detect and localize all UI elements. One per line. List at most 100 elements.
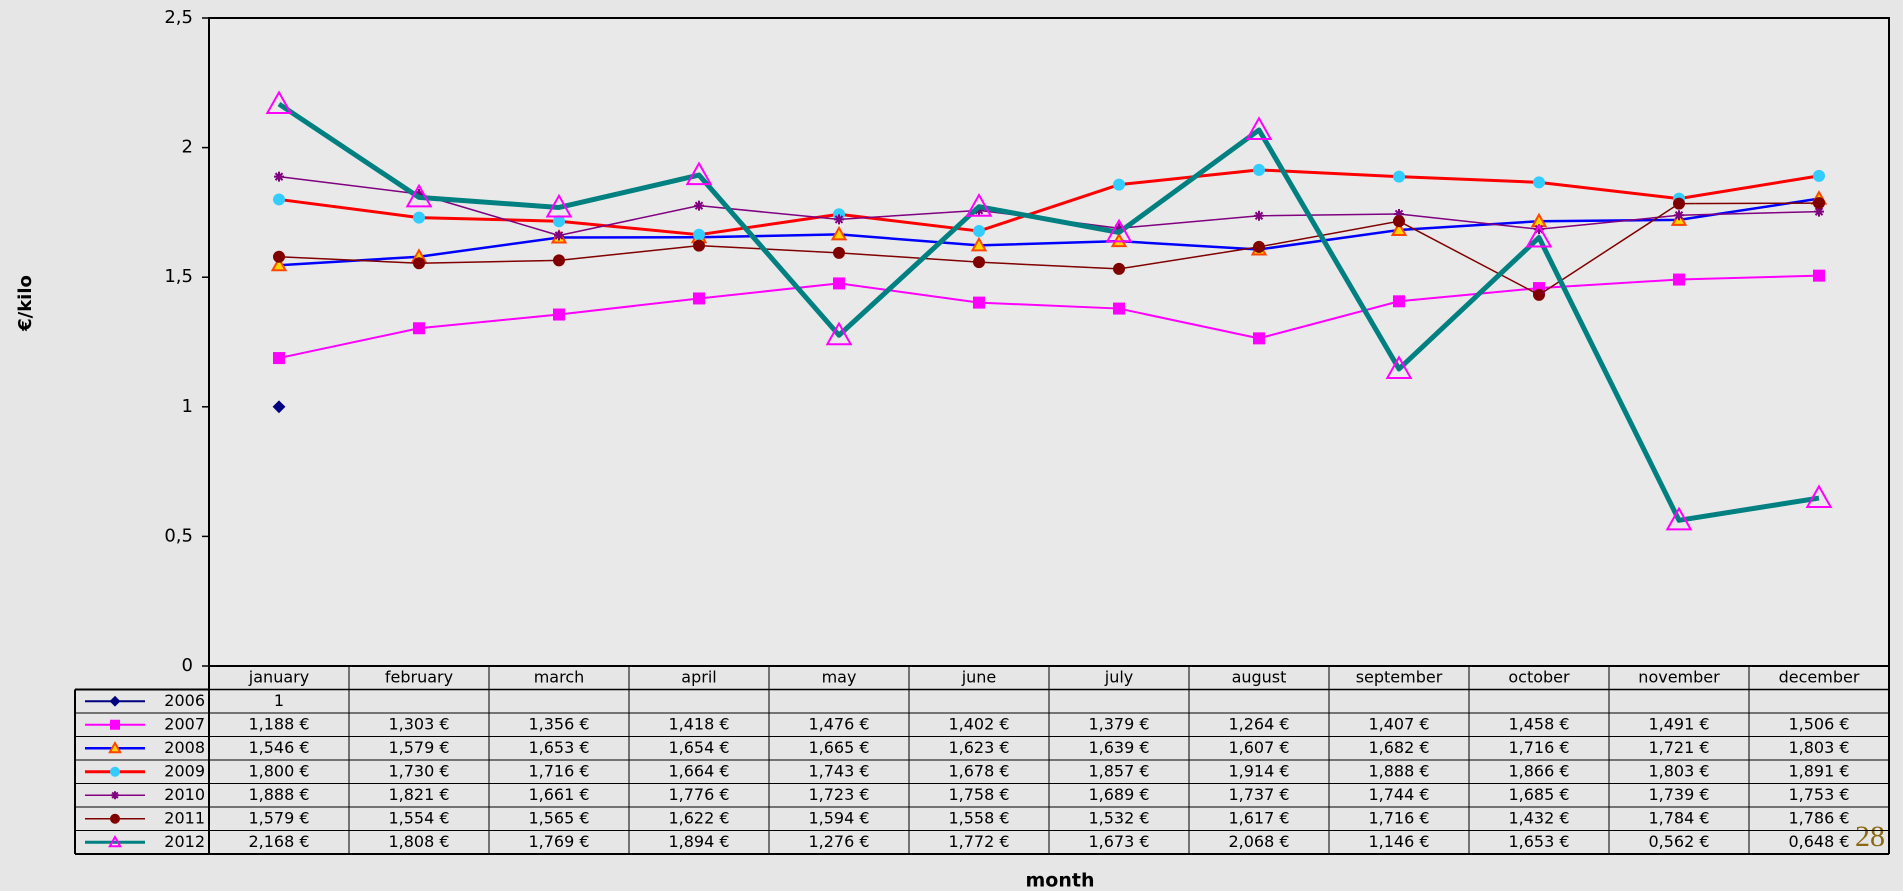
data-point — [272, 400, 286, 414]
data-label: 1,546 € — [248, 738, 309, 757]
data-point — [273, 250, 285, 263]
data-label: 1,716 € — [1508, 738, 1569, 757]
data-point — [1394, 208, 1404, 219]
data-label: 1,458 € — [1508, 714, 1569, 733]
y-axis-label: €/kilo — [15, 275, 36, 332]
data-label: 1,723 € — [808, 785, 869, 804]
data-point — [270, 256, 288, 272]
y-tick-label: 1 — [182, 396, 193, 417]
data-point — [1393, 215, 1405, 228]
data-label: 1,579 € — [388, 738, 449, 757]
data-point — [1813, 197, 1825, 210]
data-point — [273, 352, 285, 365]
legend-label: 2008 — [164, 738, 205, 757]
data-point — [1253, 240, 1265, 253]
data-point — [1393, 170, 1405, 183]
data-label: 1,607 € — [1228, 738, 1289, 757]
legend-label: 2007 — [164, 714, 205, 733]
page-number: 28 — [1855, 820, 1885, 853]
data-label: 1,678 € — [948, 761, 1009, 780]
legend-marker — [110, 766, 120, 777]
data-point — [1105, 218, 1133, 243]
legend-marker — [108, 835, 122, 848]
x-tick-label: april — [681, 667, 716, 686]
y-tick-label: 0 — [182, 655, 193, 676]
legend-marker — [109, 695, 121, 707]
legend-label: 2012 — [164, 832, 205, 851]
data-point — [833, 277, 845, 290]
data-label: 1,303 € — [388, 714, 449, 733]
data-label: 1,594 € — [808, 808, 869, 827]
data-point — [694, 200, 704, 211]
data-label: 1,653 € — [528, 738, 589, 757]
data-label: 1,407 € — [1368, 714, 1429, 733]
data-point — [973, 296, 985, 309]
data-label: 1,379 € — [1088, 714, 1149, 733]
data-label: 1,276 € — [808, 832, 869, 851]
data-label: 1,888 € — [1368, 761, 1429, 780]
data-point — [545, 193, 573, 218]
data-point — [1813, 169, 1825, 182]
data-point — [414, 188, 424, 199]
data-point — [973, 225, 985, 238]
data-point — [1245, 116, 1273, 140]
data-label: 1,808 € — [388, 832, 449, 851]
data-label: 1,639 € — [1088, 738, 1149, 757]
data-label: 1,894 € — [668, 832, 729, 851]
series-line — [278, 197, 1820, 267]
data-label: 1,857 € — [1088, 761, 1149, 780]
data-label: 1,665 € — [808, 738, 869, 757]
data-point — [970, 236, 988, 252]
data-label: 1,432 € — [1508, 808, 1569, 827]
data-label: 1,664 € — [668, 761, 729, 780]
data-label: 1,654 € — [668, 738, 729, 757]
data-label: 1,866 € — [1508, 761, 1569, 780]
data-label: 1,730 € — [388, 761, 449, 780]
data-point — [413, 211, 425, 224]
data-point — [1533, 288, 1545, 301]
data-label: 1,661 € — [528, 785, 589, 804]
series-line — [277, 101, 1820, 523]
x-tick-label: july — [1104, 667, 1134, 686]
data-label: 1,769 € — [528, 832, 589, 851]
data-label: 1,565 € — [528, 808, 589, 827]
data-label: 1,682 € — [1368, 738, 1429, 757]
data-point — [1673, 197, 1685, 210]
data-point — [1533, 176, 1545, 189]
data-point — [405, 183, 433, 208]
data-label: 1,146 € — [1368, 832, 1429, 851]
data-point — [1254, 210, 1264, 221]
data-point — [1673, 273, 1685, 286]
data-label: 1 — [274, 691, 284, 710]
data-point — [553, 215, 565, 228]
legend-marker — [110, 813, 120, 824]
data-label: 2,068 € — [1228, 832, 1289, 851]
data-label: 1,772 € — [948, 832, 1009, 851]
data-point — [1393, 295, 1405, 308]
x-tick-label: january — [248, 667, 309, 686]
data-label: 1,743 € — [808, 761, 869, 780]
data-point — [554, 230, 564, 241]
legend-marker — [108, 741, 122, 754]
data-point — [1813, 269, 1825, 282]
data-label: 1,914 € — [1228, 761, 1289, 780]
data-label: 1,803 € — [1648, 761, 1709, 780]
data-label: 1,821 € — [388, 785, 449, 804]
data-point — [1113, 262, 1125, 275]
data-point — [965, 192, 993, 217]
x-tick-label: february — [385, 667, 453, 686]
data-label: 1,744 € — [1368, 785, 1429, 804]
data-label: 1,753 € — [1788, 785, 1849, 804]
legend-marker — [111, 791, 119, 800]
y-tick-label: 1,5 — [164, 266, 193, 287]
data-label: 1,685 € — [1508, 785, 1569, 804]
data-point — [553, 254, 565, 267]
data-point — [693, 228, 705, 241]
data-label: 1,739 € — [1648, 785, 1709, 804]
data-point — [274, 171, 284, 182]
data-label: 1,418 € — [668, 714, 729, 733]
data-label: 1,721 € — [1648, 738, 1709, 757]
x-tick-label: november — [1638, 667, 1720, 686]
x-tick-label: june — [961, 667, 997, 686]
